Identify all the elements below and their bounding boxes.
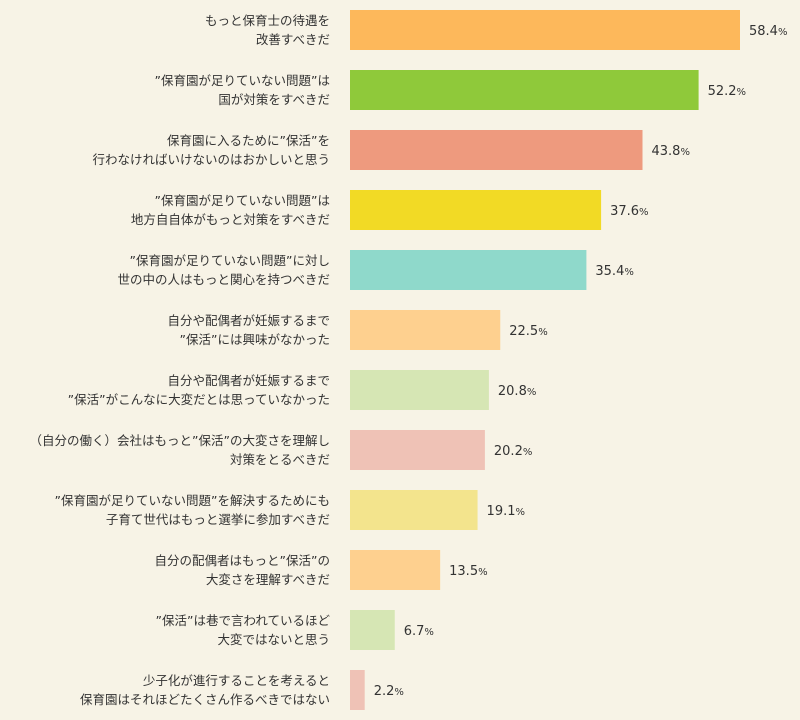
value-number: 19.1 (487, 504, 516, 519)
value-unit: % (516, 507, 526, 518)
category-label-1: もっと保育士の待遇を改善すべきだ (205, 13, 330, 47)
category-label-line: 自分や配偶者が妊娠するまで (167, 313, 330, 328)
category-label-line: 子育て世代はもっと選挙に参加すべきだ (106, 512, 330, 527)
value-number: 37.6 (610, 204, 639, 219)
value-label-9: 19.1% (487, 504, 525, 519)
bar-8 (350, 430, 485, 470)
value-unit: % (394, 687, 404, 698)
category-label-line: 国が対策をすべきだ (218, 92, 330, 107)
category-label-line: 対策をとるべきだ (230, 452, 330, 467)
category-label-line: 大変ではないと思う (217, 632, 330, 647)
category-label-line: 少子化が進行することを考えると (143, 673, 330, 688)
bar-12 (350, 670, 365, 710)
value-label-1: 58.4% (749, 24, 787, 39)
value-label-10: 13.5% (449, 564, 487, 579)
category-label-12: 少子化が進行することを考えると保育園はそれほどたくさん作るべきではない (80, 673, 330, 707)
category-label-line: 保育園に入るために”保活”を (167, 133, 330, 148)
value-label-7: 20.8% (498, 384, 536, 399)
value-number: 22.5 (509, 324, 538, 339)
bar-4 (350, 190, 602, 230)
value-number: 58.4 (749, 24, 778, 39)
value-label-5: 35.4% (595, 264, 633, 279)
category-label-line: ”保育園が足りていない問題”に対し (130, 253, 330, 268)
category-label-line: ”保活”には興味がなかった (180, 332, 330, 347)
category-label-2: ”保育園が足りていない問題”は国が対策をすべきだ (155, 73, 330, 107)
value-unit: % (737, 87, 747, 98)
value-number: 6.7 (404, 624, 425, 639)
category-label-line: もっと保育士の待遇を (205, 13, 330, 28)
value-label-6: 22.5% (509, 324, 547, 339)
value-number: 35.4 (595, 264, 624, 279)
value-label-11: 6.7% (404, 624, 434, 639)
value-label-3: 43.8% (652, 144, 690, 159)
category-label-9: ”保育園が足りていない問題”を解決するためにも子育て世代はもっと選挙に参加すべき… (55, 493, 330, 527)
category-label-7: 自分や配偶者が妊娠するまで ”保活”がこんなに大変だとは思っていなかった (68, 373, 330, 407)
category-label-line: 世の中の人はもっと関心を持つべきだ (117, 272, 330, 287)
value-unit: % (527, 387, 537, 398)
category-label-4: ”保育園が足りていない問題”は地方自自体がもっと対策をすべきだ (131, 193, 330, 227)
bar-11 (350, 610, 395, 650)
category-label-line: ”保活”がこんなに大変だとは思っていなかった (68, 392, 330, 407)
category-label-line: ”保育園が足りていない問題”は (155, 193, 330, 208)
value-unit: % (424, 627, 434, 638)
value-number: 52.2 (708, 84, 737, 99)
value-label-4: 37.6% (610, 204, 648, 219)
value-unit: % (680, 147, 690, 158)
category-label-10: 自分の配偶者はもっと”保活”の大変さを理解すべきだ (155, 553, 330, 587)
value-unit: % (778, 27, 788, 38)
value-number: 43.8 (652, 144, 681, 159)
bar-1 (350, 10, 740, 50)
value-label-2: 52.2% (708, 84, 746, 99)
bar-3 (350, 130, 643, 170)
category-label-11: ”保活”は巷で言われているほど大変ではないと思う (156, 613, 331, 647)
category-label-line: ”保育園が足りていない問題”は (155, 73, 330, 88)
category-label-line: 行わなければいけないのはおかしいと思う (92, 152, 330, 167)
category-label-6: 自分や配偶者が妊娠するまで ”保活”には興味がなかった (167, 313, 330, 347)
bar-2 (350, 70, 699, 110)
bar-6 (350, 310, 501, 350)
value-label-12: 2.2% (374, 684, 404, 699)
bar-5 (350, 250, 587, 290)
bars-group (350, 10, 740, 710)
bar-7 (350, 370, 489, 410)
bar-9 (350, 490, 478, 530)
value-label-8: 20.2% (494, 444, 532, 459)
category-label-line: ”保活”は巷で言われているほど (156, 613, 331, 628)
value-unit: % (523, 447, 533, 458)
category-label-line: 地方自自体がもっと対策をすべきだ (131, 212, 330, 227)
value-number: 20.8 (498, 384, 527, 399)
category-label-line: 自分や配偶者が妊娠するまで (167, 373, 330, 388)
value-unit: % (538, 327, 548, 338)
value-unit: % (478, 567, 488, 578)
value-number: 20.2 (494, 444, 523, 459)
category-label-line: 自分の配偶者はもっと”保活”の (155, 553, 330, 568)
value-labels-group: 58.4%52.2%43.8%37.6%35.4%22.5%20.8%20.2%… (374, 24, 788, 699)
category-label-line: 保育園はそれほどたくさん作るべきではない (80, 692, 330, 707)
category-label-line: 大変さを理解すべきだ (206, 572, 330, 587)
value-unit: % (624, 267, 634, 278)
category-label-line: 改善すべきだ (256, 32, 330, 47)
category-label-8: （自分の働く）会社はもっと”保活”の大変さを理解し対策をとるべきだ (30, 433, 330, 467)
value-number: 2.2 (374, 684, 395, 699)
category-label-5: ”保育園が足りていない問題”に対し世の中の人はもっと関心を持つべきだ (117, 253, 330, 287)
value-number: 13.5 (449, 564, 478, 579)
category-label-3: 保育園に入るために”保活”を行わなければいけないのはおかしいと思う (92, 133, 330, 167)
category-label-line: ”保育園が足りていない問題”を解決するためにも (55, 493, 330, 508)
category-labels-group: もっと保育士の待遇を改善すべきだ”保育園が足りていない問題”は国が対策をすべきだ… (30, 13, 331, 707)
bar-10 (350, 550, 441, 590)
value-unit: % (639, 207, 649, 218)
category-label-line: （自分の働く）会社はもっと”保活”の大変さを理解し (30, 433, 330, 448)
